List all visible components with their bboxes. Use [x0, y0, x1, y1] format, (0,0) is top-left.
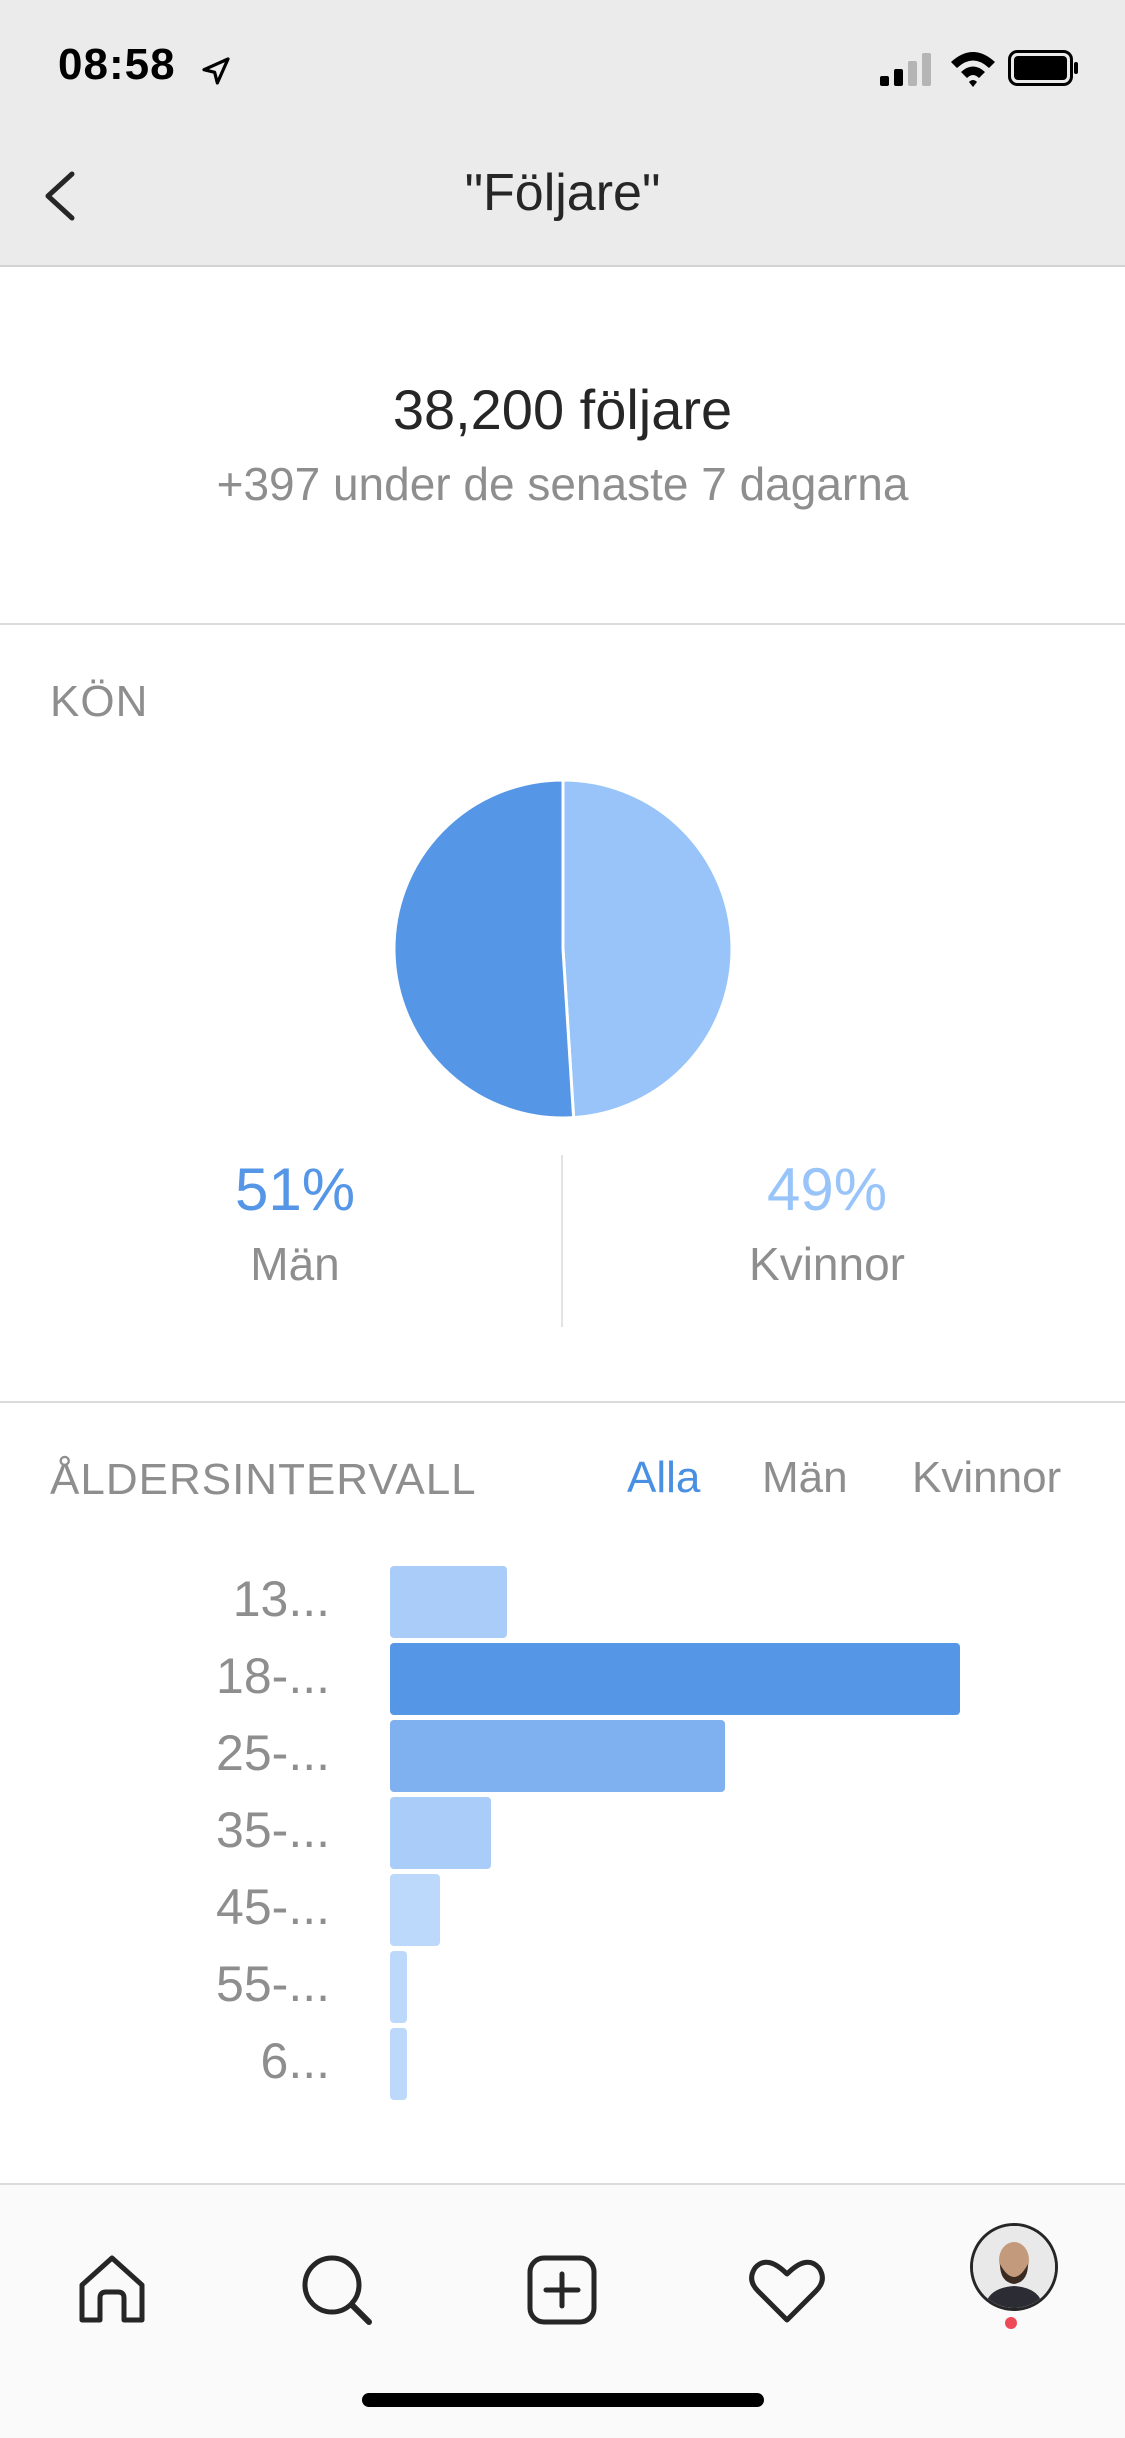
women-percentage: 49% [766, 1156, 888, 1223]
age-filter-women[interactable]: Kvinnor [912, 1453, 1062, 1502]
age-filter-men[interactable]: Män [762, 1453, 848, 1502]
age-label: 13... [232, 1571, 330, 1627]
age-range-section: ÅLDERSINTERVALL Alla Män Kvinnor 13... 18… [0, 1403, 1125, 2183]
status-time: 08:58 [58, 40, 176, 89]
age-bar [390, 1797, 491, 1869]
pie-slice-men [392, 778, 576, 1120]
men-label: Män [250, 1238, 340, 1290]
age-bar [390, 1643, 960, 1715]
home-indicator [362, 2393, 764, 2407]
age-bar [390, 1874, 440, 1946]
age-label: 25-... [216, 1725, 330, 1781]
wifi-icon [951, 52, 995, 87]
pie-slice-women [561, 778, 734, 1120]
age-label: 45-... [216, 1879, 330, 1935]
age-bar [390, 1720, 725, 1792]
age-filter-all[interactable]: Alla [627, 1453, 701, 1502]
battery-icon [1008, 50, 1078, 86]
age-bar [390, 2028, 407, 2100]
age-bar-chart: 13... 18-... 25-... 35-... 45-... 55-... 6... [0, 1403, 1125, 2183]
page-title: "Följare" [464, 164, 661, 222]
men-percentage: 51% [234, 1156, 356, 1223]
top-bar: 08:58 "Följare" [0, 0, 1125, 267]
gender-divider [561, 1155, 563, 1327]
age-label: 18-... [216, 1648, 330, 1704]
notification-dot [1005, 2317, 1017, 2329]
age-label: 6... [260, 2033, 330, 2089]
followers-summary: 38,200 följare +397 under de senaste 7 d… [0, 267, 1125, 625]
search-icon[interactable] [277, 2230, 397, 2350]
age-label: 55-... [216, 1956, 330, 2012]
women-label: Kvinnor [749, 1238, 905, 1290]
cellular-signal-icon [880, 53, 931, 86]
profile-avatar[interactable] [970, 2223, 1058, 2311]
add-post-icon[interactable] [502, 2230, 622, 2350]
location-arrow-icon [202, 57, 230, 85]
gender-section-title: KÖN [50, 677, 149, 726]
followers-count: 38,200 följare [392, 378, 733, 441]
age-bar [390, 1951, 407, 2023]
back-button[interactable] [30, 160, 90, 232]
activity-heart-icon[interactable] [727, 2230, 847, 2350]
age-section-title: ÅLDERSINTERVALL [50, 1455, 477, 1504]
home-icon[interactable] [52, 2230, 172, 2350]
gender-section: KÖN 51% Män 49% Kvinnor [0, 625, 1125, 1403]
age-label: 35-... [216, 1802, 330, 1858]
age-bar [390, 1566, 507, 1638]
followers-change: +397 under de senaste 7 dagarna [216, 458, 909, 510]
avatar-image [973, 2226, 1055, 2308]
gender-pie-chart [392, 778, 734, 1120]
